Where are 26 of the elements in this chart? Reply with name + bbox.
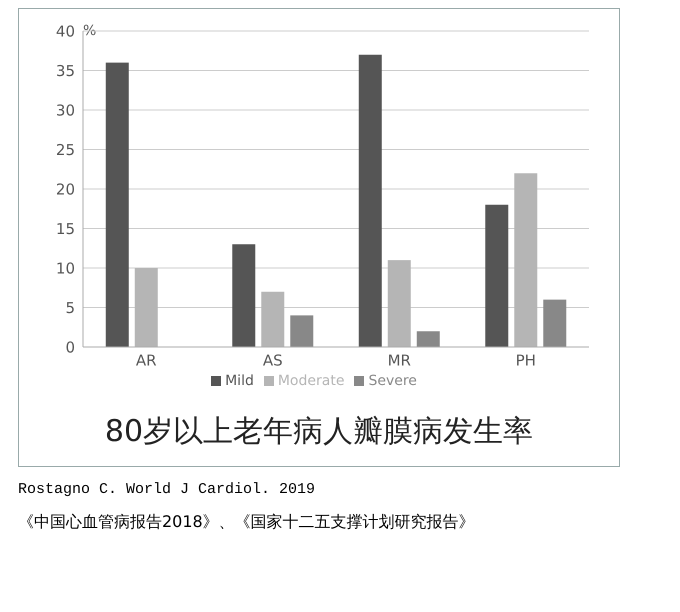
y-tick-label: 30	[56, 101, 75, 120]
y-tick-label: 40	[56, 22, 75, 40]
y-tick-label: 5	[65, 298, 75, 317]
x-tick-label: PH	[516, 352, 536, 370]
y-tick-label: 15	[56, 220, 75, 238]
x-tick-label: AS	[262, 352, 283, 370]
y-tick-label: 35	[56, 62, 75, 80]
text: 80岁以上老年病人瓣膜病发生率	[104, 413, 534, 451]
y-tick-label: 10	[56, 259, 75, 278]
y-tick-label: 0	[65, 338, 75, 356]
text: Rostagno C. World J Cardiol. 2019	[18, 481, 316, 498]
legend-label: Mild	[225, 373, 254, 389]
y-tick-label: 20	[56, 180, 75, 198]
bar	[290, 315, 314, 347]
bar	[106, 62, 129, 347]
bar	[543, 300, 566, 347]
legend-label: Severe	[368, 373, 417, 389]
bar	[485, 204, 508, 347]
x-tick-label: AR	[136, 352, 157, 370]
y-tick-label: 25	[56, 140, 75, 159]
legend-label: Moderate	[278, 373, 344, 389]
text: 《中国心血管病报告2018》、《国家十二五支撑计划研究报告》	[18, 512, 476, 533]
x-tick-label: MR	[388, 352, 411, 370]
bar	[358, 54, 382, 347]
bar	[232, 244, 256, 347]
bar	[416, 331, 440, 347]
